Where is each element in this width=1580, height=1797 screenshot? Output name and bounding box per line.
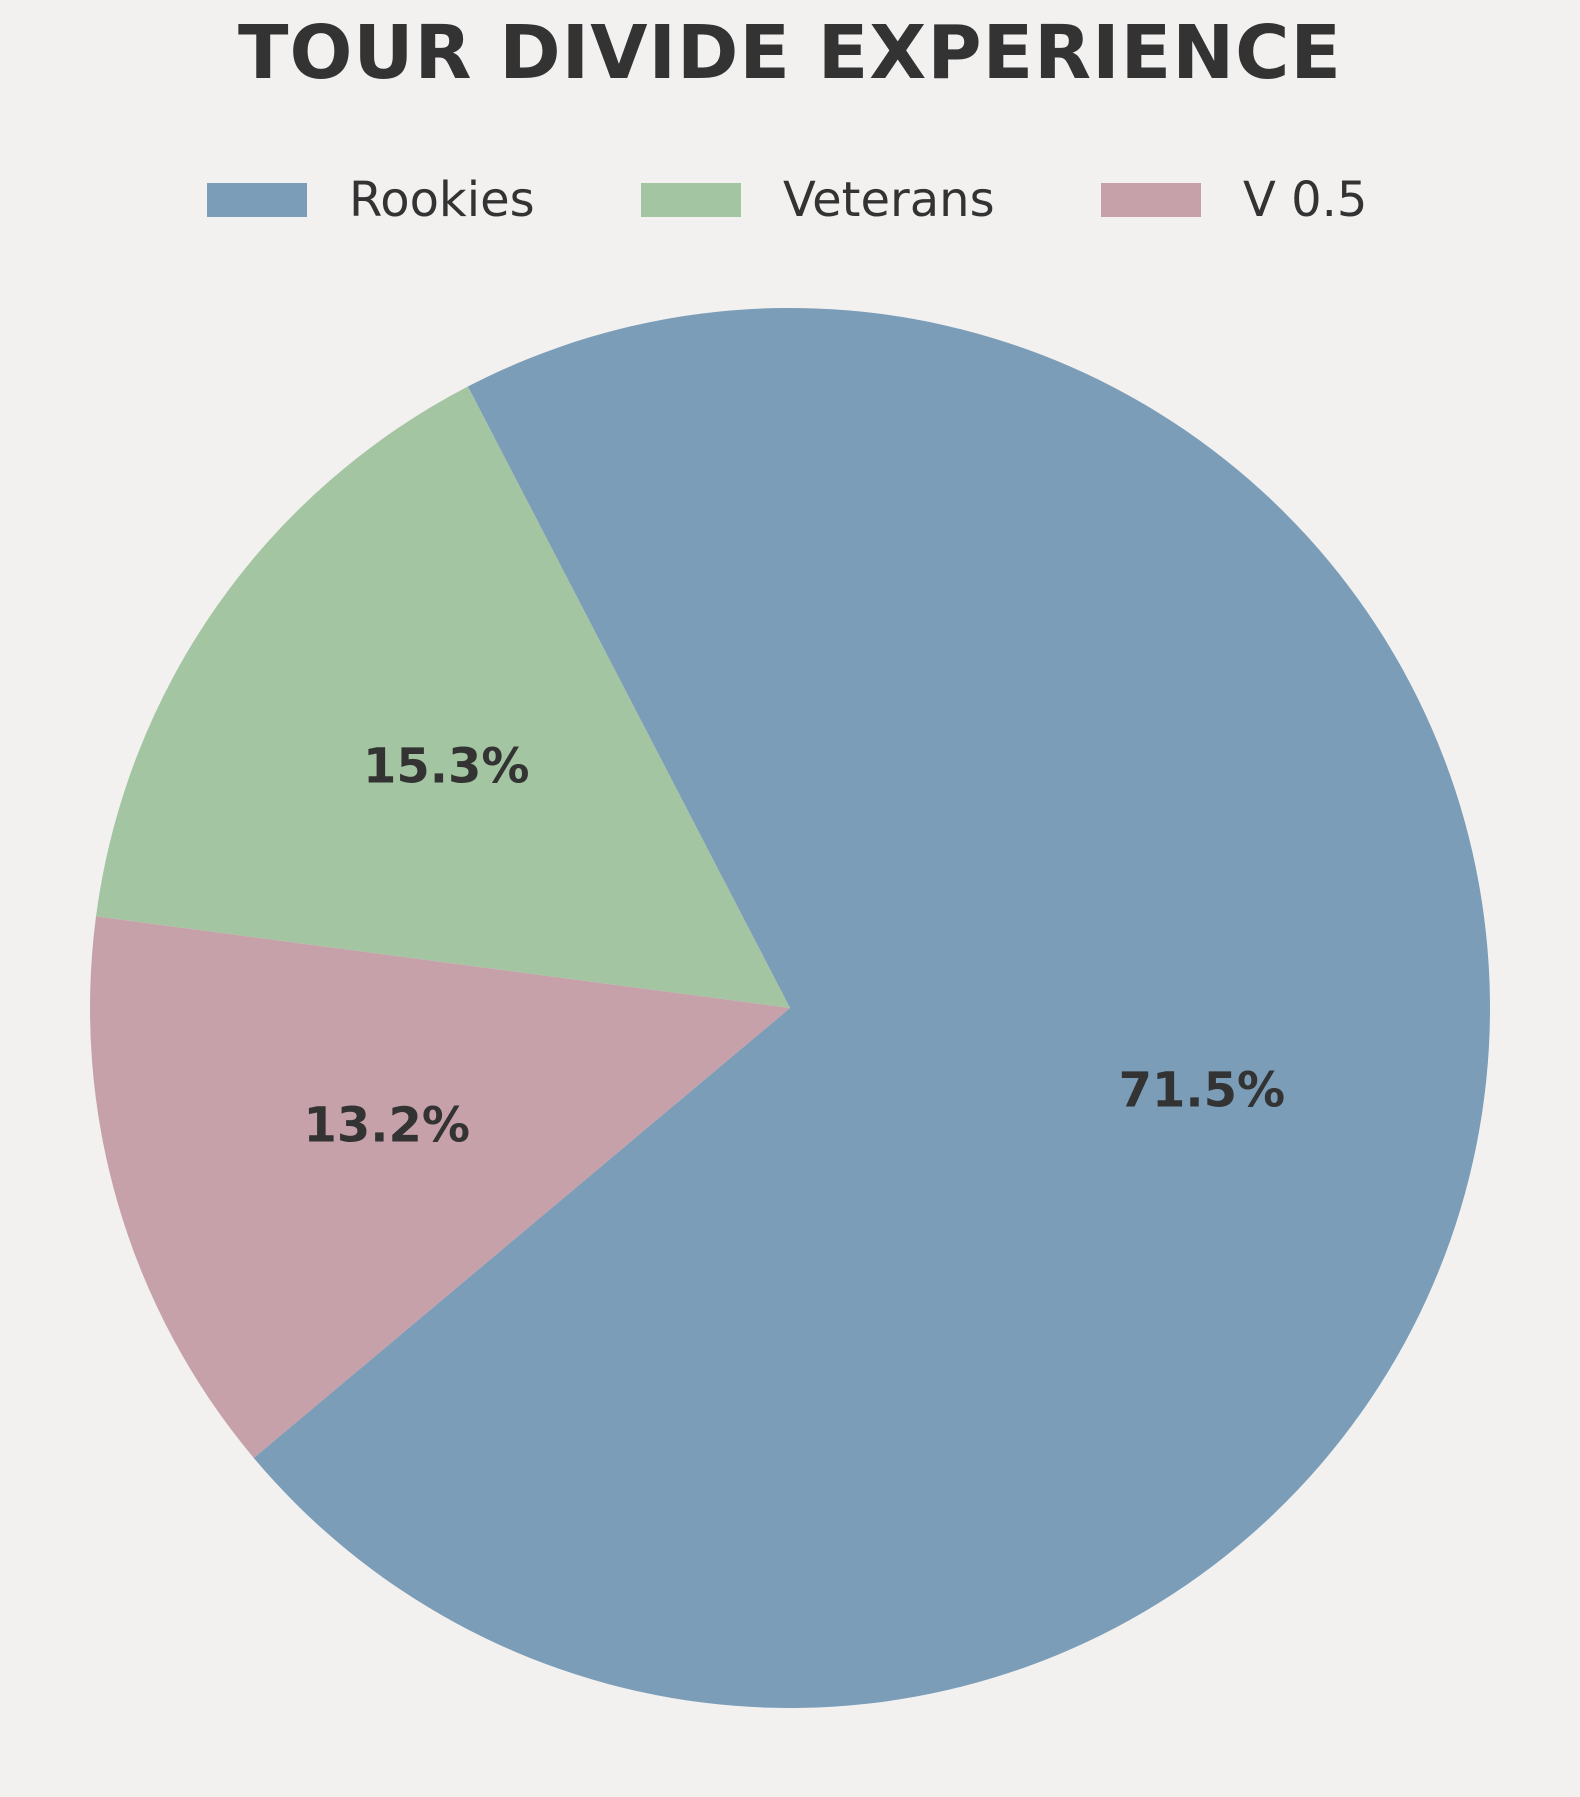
- pie-slice-v05: [89, 916, 791, 1458]
- pie-slice-veterans: [96, 386, 790, 1008]
- legend-swatch-v05: [1101, 183, 1201, 217]
- slice-label-veterans: 15.3%: [363, 739, 530, 795]
- legend: Rookies Veterans V 0.5: [0, 170, 1580, 230]
- pie-slice-rookies: [253, 307, 1491, 1708]
- legend-label-veterans: Veterans: [783, 172, 995, 228]
- chart-title: TOUR DIVIDE EXPERIENCE: [238, 10, 1342, 96]
- slice-label-v05: 13.2%: [303, 1097, 470, 1153]
- legend-label-v05: V 0.5: [1243, 172, 1368, 228]
- legend-item-v05: V 0.5: [1101, 170, 1367, 230]
- pie-slices: [89, 307, 1491, 1708]
- legend-label-rookies: Rookies: [349, 172, 535, 228]
- legend-item-rookies: Rookies: [207, 170, 535, 230]
- legend-item-veterans: Veterans: [641, 170, 995, 230]
- legend-swatch-veterans: [641, 183, 741, 217]
- slice-label-rookies: 71.5%: [1119, 1062, 1286, 1118]
- pie-slice-labels: 71.5% 15.3% 13.2%: [303, 739, 1285, 1154]
- legend-swatch-rookies: [207, 183, 307, 217]
